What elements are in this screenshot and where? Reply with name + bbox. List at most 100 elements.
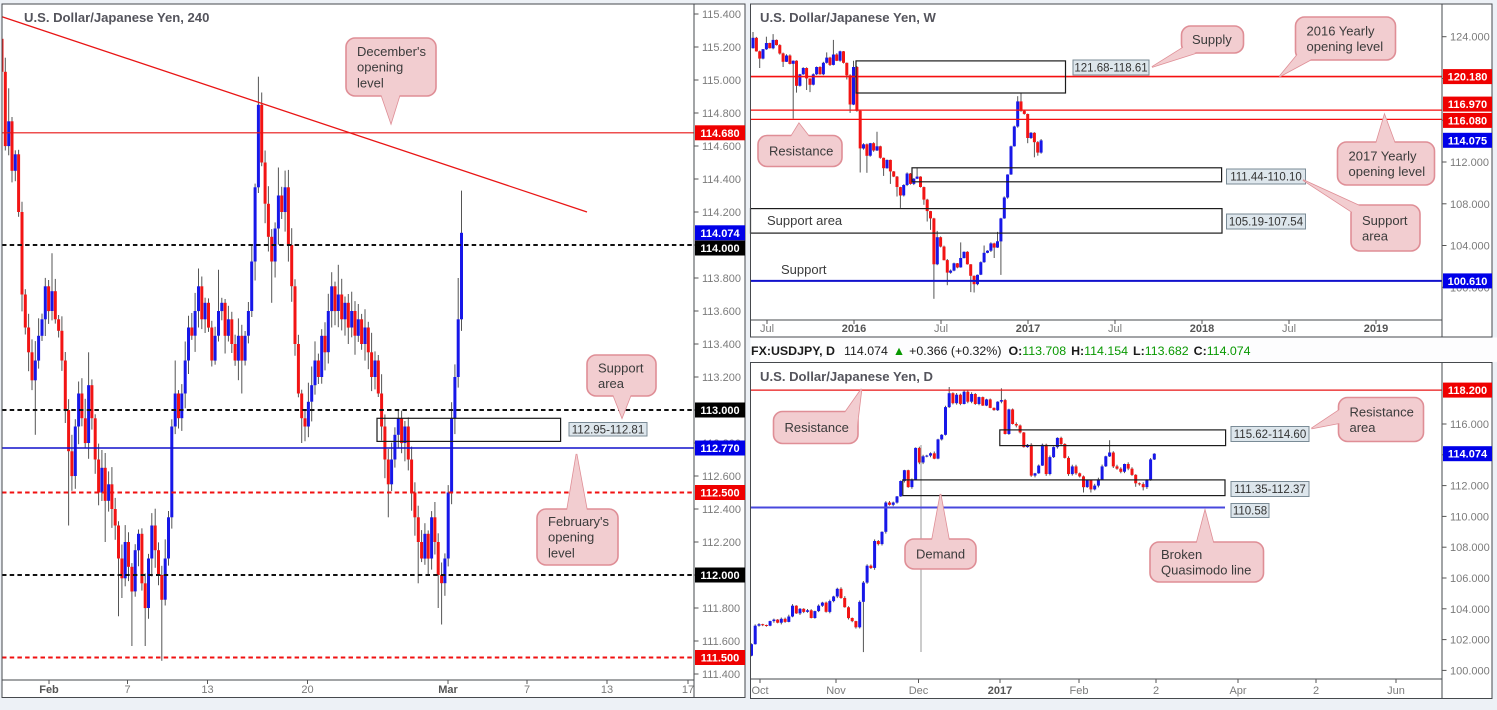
svg-text:114.074: 114.074 bbox=[1448, 449, 1488, 461]
svg-text:112.400: 112.400 bbox=[702, 504, 741, 516]
svg-text:Support: Support bbox=[1362, 213, 1408, 228]
svg-text:105.19-107.54: 105.19-107.54 bbox=[1229, 217, 1304, 229]
svg-text:100.000: 100.000 bbox=[1450, 665, 1490, 677]
svg-text:115.000: 115.000 bbox=[702, 75, 741, 87]
svg-text:112.770: 112.770 bbox=[700, 443, 739, 455]
svg-text:120.180: 120.180 bbox=[1448, 72, 1488, 84]
svg-text:Mar: Mar bbox=[438, 684, 458, 696]
svg-text:113.400: 113.400 bbox=[702, 339, 741, 351]
svg-text:111.44-110.10: 111.44-110.10 bbox=[1230, 172, 1302, 184]
svg-text:level: level bbox=[548, 546, 575, 561]
svg-text:2: 2 bbox=[1313, 685, 1319, 697]
svg-text:115.62-114.60: 115.62-114.60 bbox=[1234, 429, 1306, 441]
svg-text:Support: Support bbox=[598, 360, 644, 375]
svg-text:111.35-112.37: 111.35-112.37 bbox=[1234, 484, 1306, 496]
svg-text:118.200: 118.200 bbox=[1448, 385, 1487, 397]
svg-text:110.000: 110.000 bbox=[1450, 511, 1489, 523]
svg-text:2017 Yearly: 2017 Yearly bbox=[1349, 148, 1417, 163]
svg-text:113.000: 113.000 bbox=[700, 405, 739, 417]
svg-text:Jun: Jun bbox=[1387, 685, 1405, 697]
svg-text:112.000: 112.000 bbox=[700, 570, 739, 582]
svg-text:Resistance: Resistance bbox=[785, 420, 849, 435]
svg-text:Jul: Jul bbox=[1108, 323, 1122, 335]
svg-text:Support area: Support area bbox=[767, 213, 843, 228]
svg-text:116.080: 116.080 bbox=[1448, 115, 1487, 127]
svg-text:Jul: Jul bbox=[934, 323, 948, 335]
svg-text:U.S. Dollar/Japanese Yen, 240: U.S. Dollar/Japanese Yen, 240 bbox=[24, 10, 209, 25]
svg-text:2019: 2019 bbox=[1364, 323, 1388, 335]
svg-text:Oct: Oct bbox=[751, 685, 768, 697]
svg-text:Jul: Jul bbox=[1282, 323, 1296, 335]
svg-text:108.000: 108.000 bbox=[1450, 542, 1490, 554]
svg-text:114.600: 114.600 bbox=[702, 141, 741, 153]
svg-text:opening: opening bbox=[357, 60, 403, 75]
svg-text:2016: 2016 bbox=[842, 323, 866, 335]
svg-text:113.800: 113.800 bbox=[702, 273, 741, 285]
svg-text:Resistance: Resistance bbox=[1350, 404, 1414, 419]
svg-text:115.200: 115.200 bbox=[702, 42, 741, 54]
svg-text:114.680: 114.680 bbox=[700, 128, 739, 140]
svg-text:17: 17 bbox=[682, 684, 694, 696]
svg-text:121.68-118.61: 121.68-118.61 bbox=[1074, 63, 1147, 75]
svg-text:area: area bbox=[1350, 420, 1377, 435]
svg-text:2017: 2017 bbox=[988, 685, 1012, 697]
svg-text:level: level bbox=[357, 76, 384, 91]
svg-text:114.200: 114.200 bbox=[702, 207, 741, 219]
svg-text:Nov: Nov bbox=[826, 685, 846, 697]
svg-text:114.400: 114.400 bbox=[702, 174, 741, 186]
svg-text:114.074: 114.074 bbox=[700, 228, 740, 240]
svg-text:111.400: 111.400 bbox=[702, 669, 740, 681]
svg-text:2016 Yearly: 2016 Yearly bbox=[1307, 23, 1375, 38]
svg-text:area: area bbox=[598, 376, 625, 391]
svg-text:U.S. Dollar/Japanese Yen, D: U.S. Dollar/Japanese Yen, D bbox=[760, 369, 933, 384]
svg-text:13: 13 bbox=[201, 684, 213, 696]
svg-text:opening: opening bbox=[548, 530, 594, 545]
svg-text:Dec: Dec bbox=[909, 685, 929, 697]
svg-text:112.000: 112.000 bbox=[1450, 481, 1489, 493]
svg-text:112.200: 112.200 bbox=[702, 537, 741, 549]
svg-text:Apr: Apr bbox=[1229, 685, 1246, 697]
svg-text:13: 13 bbox=[601, 684, 613, 696]
svg-text:Quasimodo line: Quasimodo line bbox=[1161, 563, 1251, 578]
svg-text:116.970: 116.970 bbox=[1448, 99, 1487, 111]
svg-text:114.000: 114.000 bbox=[700, 243, 739, 255]
svg-text:Jul: Jul bbox=[760, 323, 774, 335]
svg-text:115.400: 115.400 bbox=[702, 9, 741, 21]
svg-text:2017: 2017 bbox=[1016, 323, 1040, 335]
svg-text:Support: Support bbox=[781, 262, 827, 277]
svg-text:2: 2 bbox=[1153, 685, 1159, 697]
svg-text:area: area bbox=[1362, 229, 1389, 244]
svg-text:U.S. Dollar/Japanese Yen, W: U.S. Dollar/Japanese Yen, W bbox=[760, 10, 937, 25]
svg-text:Feb: Feb bbox=[39, 684, 59, 696]
svg-text:February's: February's bbox=[548, 514, 610, 529]
svg-text:111.800: 111.800 bbox=[702, 603, 740, 615]
svg-text:104.000: 104.000 bbox=[1450, 604, 1490, 616]
svg-text:7: 7 bbox=[124, 684, 130, 696]
svg-text:112.500: 112.500 bbox=[700, 488, 739, 500]
svg-text:112.600: 112.600 bbox=[702, 471, 741, 483]
svg-text:111.600: 111.600 bbox=[702, 636, 740, 648]
svg-text:116.000: 116.000 bbox=[1450, 419, 1489, 431]
svg-text:108.000: 108.000 bbox=[1450, 199, 1490, 211]
svg-text:Resistance: Resistance bbox=[769, 144, 833, 159]
svg-text:124.000: 124.000 bbox=[1450, 32, 1490, 44]
svg-text:Supply: Supply bbox=[1192, 32, 1232, 47]
svg-text:2018: 2018 bbox=[1190, 323, 1214, 335]
svg-text:113.200: 113.200 bbox=[702, 372, 741, 384]
svg-text:112.000: 112.000 bbox=[1450, 157, 1489, 169]
svg-text:7: 7 bbox=[524, 684, 530, 696]
svg-text:113.600: 113.600 bbox=[702, 306, 741, 318]
svg-text:112.95-112.81: 112.95-112.81 bbox=[572, 424, 644, 436]
svg-text:December's: December's bbox=[357, 44, 426, 59]
svg-text:Broken: Broken bbox=[1161, 547, 1202, 562]
svg-text:opening level: opening level bbox=[1307, 39, 1384, 54]
svg-text:Demand: Demand bbox=[916, 547, 965, 562]
svg-text:20: 20 bbox=[301, 684, 313, 696]
svg-text:106.000: 106.000 bbox=[1450, 573, 1490, 585]
svg-text:114.800: 114.800 bbox=[702, 108, 741, 120]
svg-text:104.000: 104.000 bbox=[1450, 241, 1490, 253]
svg-text:110.58: 110.58 bbox=[1233, 506, 1267, 518]
svg-text:114.075: 114.075 bbox=[1448, 135, 1487, 147]
svg-text:opening level: opening level bbox=[1349, 164, 1426, 179]
